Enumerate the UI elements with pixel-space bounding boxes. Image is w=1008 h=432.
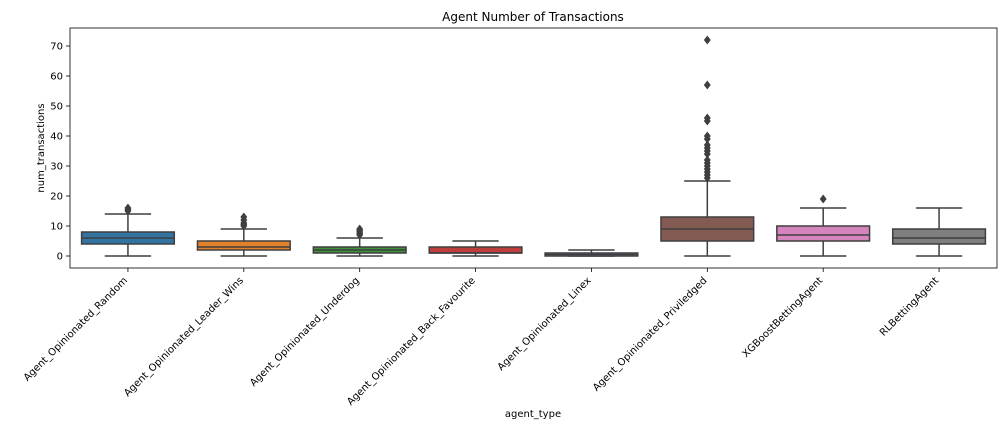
- outlier-point: [703, 35, 711, 45]
- y-axis-label: num_transactions: [36, 103, 47, 192]
- box-group: [428, 240, 523, 257]
- box-group: [660, 35, 755, 257]
- y-tick-label: 40: [50, 132, 63, 143]
- x-tick-label: Agent_Opinionated_Back_Favourite: [345, 275, 477, 407]
- chart-title: Agent Number of Transactions: [442, 10, 624, 24]
- x-tick-label: XGBoostBettingAgent: [741, 275, 826, 360]
- y-tick-label: 60: [50, 72, 63, 83]
- x-axis: Agent_Opinionated_RandomAgent_Opinionate…: [22, 268, 941, 408]
- y-axis: 0 10 20 30 40 50 60 70: [50, 42, 70, 263]
- outlier-point: [356, 224, 364, 234]
- y-tick-label: 20: [50, 192, 63, 203]
- x-tick-label: Agent_Opinionated_Leader_Wins: [122, 275, 246, 399]
- box-iqr: [891, 228, 987, 245]
- outlier-point: [819, 194, 827, 204]
- outlier-point: [703, 155, 711, 165]
- box-group: [196, 212, 291, 257]
- outlier-point: [124, 203, 132, 213]
- y-tick-label: 30: [50, 162, 63, 173]
- x-axis-label: agent_type: [505, 409, 561, 420]
- box-group: [544, 249, 639, 257]
- outlier-point: [703, 80, 711, 90]
- x-tick-label: Agent_Opinionated_Random: [22, 275, 130, 383]
- x-tick-label: Agent_Opinionated_Underdog: [248, 275, 362, 389]
- box-group: [891, 207, 987, 257]
- box-iqr: [428, 246, 523, 254]
- box-group: [80, 203, 176, 257]
- box-group: [312, 224, 407, 257]
- outlier-point: [703, 140, 711, 150]
- y-tick-label: 0: [57, 252, 63, 263]
- outlier-point: [703, 131, 711, 141]
- outlier-point: [703, 113, 711, 123]
- box-group: [776, 194, 871, 257]
- chart-marks: [80, 35, 987, 257]
- box-iqr: [776, 225, 871, 242]
- plot-frame: [69, 27, 998, 269]
- y-tick-label: 50: [50, 102, 63, 113]
- outlier-point: [240, 212, 248, 222]
- box-iqr: [196, 240, 291, 251]
- x-tick-label: Agent_Opinionated_Linex: [496, 275, 594, 373]
- x-tick-label: RLBettingAgent: [878, 275, 941, 338]
- x-tick-label: Agent_Opinionated_Priviledged: [591, 275, 709, 393]
- y-tick-label: 70: [50, 42, 63, 53]
- y-tick-label: 10: [50, 222, 63, 233]
